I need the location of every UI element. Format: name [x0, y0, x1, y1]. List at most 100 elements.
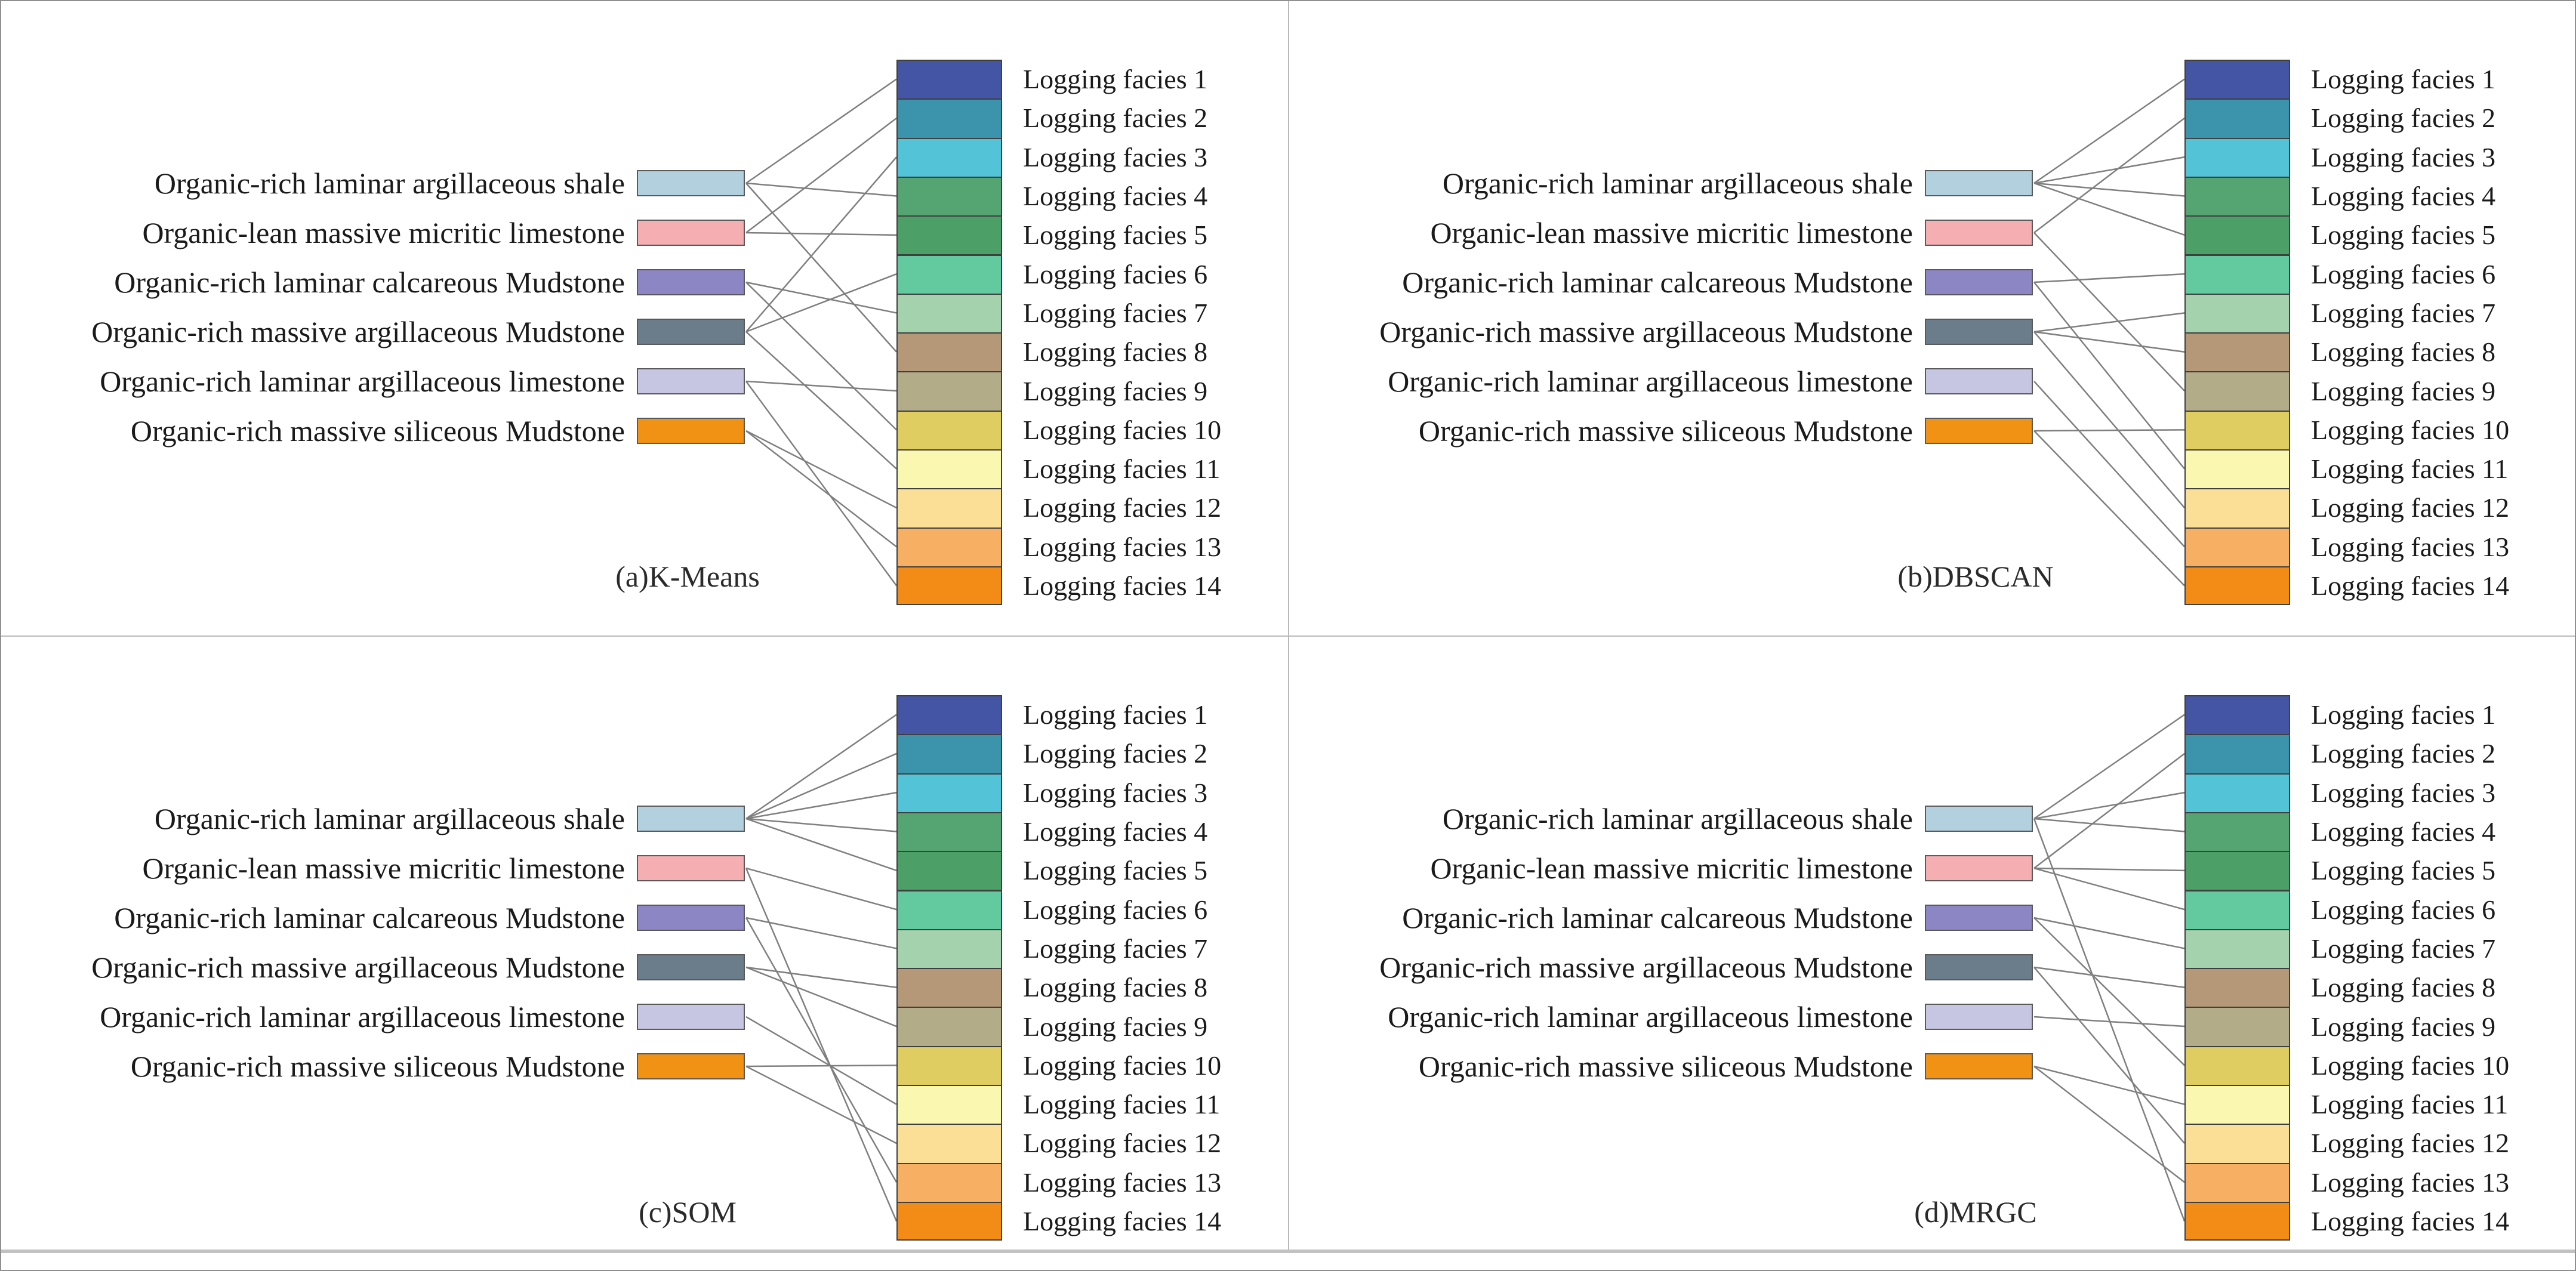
lithofacies-label: Organic-rich laminar argillaceous limest… [1388, 365, 1913, 398]
lithofacies-label: Organic-rich massive argillaceous Mudsto… [91, 951, 625, 984]
logging-facies-label: Logging facies 5 [2311, 855, 2496, 886]
lithofacies-swatch [637, 954, 745, 980]
lithofacies-label: Organic-rich massive siliceous Mudstone [130, 1050, 625, 1083]
logging-facies-label: Logging facies 14 [1023, 570, 1222, 601]
logging-facies-block [2184, 1162, 2290, 1203]
mapping-line [745, 430, 897, 548]
logging-facies-block [2184, 449, 2290, 490]
panel-horizontal-divider [1, 636, 2575, 637]
logging-facies-block [2184, 773, 2290, 813]
logging-facies-label: Logging facies 3 [2311, 141, 2496, 172]
lithofacies-swatch [637, 269, 745, 295]
mapping-line [745, 282, 897, 431]
logging-facies-label: Logging facies 10 [1023, 414, 1222, 445]
logging-facies-block [2184, 215, 2290, 256]
panel-dbscan: Organic-rich laminar argillaceous shale O… [1289, 1, 2575, 637]
logging-facies-block [896, 254, 1002, 295]
mapping-line [745, 156, 897, 332]
logging-facies-label: Logging facies 12 [1023, 492, 1222, 523]
logging-facies-block [896, 527, 1002, 567]
mapping-line [2033, 117, 2185, 233]
logging-facies-label: Logging facies 13 [1023, 531, 1222, 562]
logging-facies-label: Logging facies 2 [2311, 738, 2496, 769]
logging-facies-label: Logging facies 6 [1023, 258, 1208, 289]
lithofacies-label: Organic-rich laminar argillaceous limest… [100, 1000, 625, 1034]
mapping-line [2033, 917, 2185, 1066]
logging-facies-block [896, 60, 1002, 100]
logging-facies-label: Logging facies 12 [2311, 1128, 2510, 1159]
logging-facies-label: Logging facies 10 [2311, 1050, 2510, 1081]
mapping-line [2033, 312, 2185, 333]
mapping-line [2033, 381, 2185, 548]
mapping-line [2033, 331, 2185, 353]
logging-facies-label: Logging facies 14 [2311, 570, 2510, 601]
logging-facies-label: Logging facies 7 [2311, 297, 2496, 328]
mapping-line [745, 752, 897, 820]
logging-facies-block [896, 773, 1002, 813]
mapping-line [745, 78, 897, 184]
lithofacies-label: Organic-rich laminar argillaceous shale [1442, 166, 1913, 200]
logging-facies-block [896, 176, 1002, 217]
lithofacies-swatch [1925, 170, 2033, 196]
logging-facies-block [2184, 1007, 2290, 1047]
lithofacies-swatch [1925, 1004, 2033, 1030]
lithofacies-label: Organic-rich laminar argillaceous limest… [100, 365, 625, 398]
logging-facies-label: Logging facies 4 [2311, 181, 2496, 212]
logging-facies-label: Logging facies 3 [1023, 141, 1208, 172]
lithofacies-label: Organic-rich massive siliceous Mudstone [1418, 414, 1913, 448]
lithofacies-label: Organic-rich massive siliceous Mudstone [130, 414, 625, 448]
mapping-line [2033, 182, 2185, 197]
lithofacies-swatch [1925, 806, 2033, 832]
lithofacies-swatch [637, 368, 745, 394]
lithofacies-swatch [1925, 905, 2033, 931]
logging-facies-label: Logging facies 3 [1023, 777, 1208, 808]
logging-facies-label: Logging facies 9 [2311, 375, 2496, 406]
logging-facies-block [2184, 1124, 2290, 1164]
lithofacies-label: Organic-lean massive micritic limestone [1430, 216, 1913, 249]
lithofacies-label: Organic-rich massive argillaceous Mudsto… [91, 315, 625, 348]
logging-facies-block [896, 98, 1002, 139]
logging-facies-block [896, 812, 1002, 853]
mapping-line [745, 966, 897, 1028]
logging-facies-label: Logging facies 11 [2311, 454, 2509, 485]
mapping-line [2033, 78, 2185, 184]
logging-facies-label: Logging facies 13 [1023, 1167, 1222, 1198]
lithofacies-label: Organic-lean massive micritic limestone [142, 216, 625, 249]
mapping-line [745, 1016, 897, 1105]
mapping-line [2033, 867, 2185, 872]
logging-facies-block [896, 371, 1002, 412]
logging-facies-block [2184, 527, 2290, 567]
logging-facies-block [896, 410, 1002, 451]
logging-facies-label: Logging facies 12 [1023, 1128, 1222, 1159]
panel-mrgc: Organic-rich laminar argillaceous shale O… [1289, 637, 2575, 1270]
logging-facies-block [896, 968, 1002, 1008]
logging-facies-label: Logging facies 6 [1023, 894, 1208, 925]
mapping-line [2033, 917, 2185, 949]
lithofacies-swatch [637, 905, 745, 931]
lithofacies-swatch [637, 319, 745, 345]
lithofacies-label: Organic-lean massive micritic limestone [142, 852, 625, 885]
logging-facies-block [896, 332, 1002, 373]
logging-facies-label: Logging facies 13 [2311, 1167, 2510, 1198]
mapping-line [745, 966, 897, 988]
logging-facies-label: Logging facies 8 [1023, 337, 1208, 368]
logging-facies-block [2184, 293, 2290, 334]
mapping-line [745, 331, 897, 470]
panel-caption: (c)SOM [639, 1195, 737, 1229]
logging-facies-label: Logging facies 5 [1023, 220, 1208, 251]
logging-facies-label: Logging facies 4 [1023, 181, 1208, 212]
panel-som: Organic-rich laminar argillaceous shale O… [1, 637, 1289, 1270]
logging-facies-label: Logging facies 9 [1023, 375, 1208, 406]
lithofacies-label: Organic-lean massive micritic limestone [1430, 852, 1913, 885]
logging-facies-label: Logging facies 14 [1023, 1206, 1222, 1237]
mapping-line [2033, 867, 2185, 911]
mapping-line [745, 1065, 897, 1144]
lithofacies-label: Organic-rich laminar calcareous Mudstone [114, 266, 625, 299]
logging-facies-label: Logging facies 11 [2311, 1089, 2509, 1120]
lithofacies-swatch [1925, 319, 2033, 345]
logging-facies-label: Logging facies 10 [2311, 414, 2510, 445]
lithofacies-swatch [637, 418, 745, 444]
logging-facies-block [896, 215, 1002, 256]
logging-facies-block [896, 734, 1002, 775]
